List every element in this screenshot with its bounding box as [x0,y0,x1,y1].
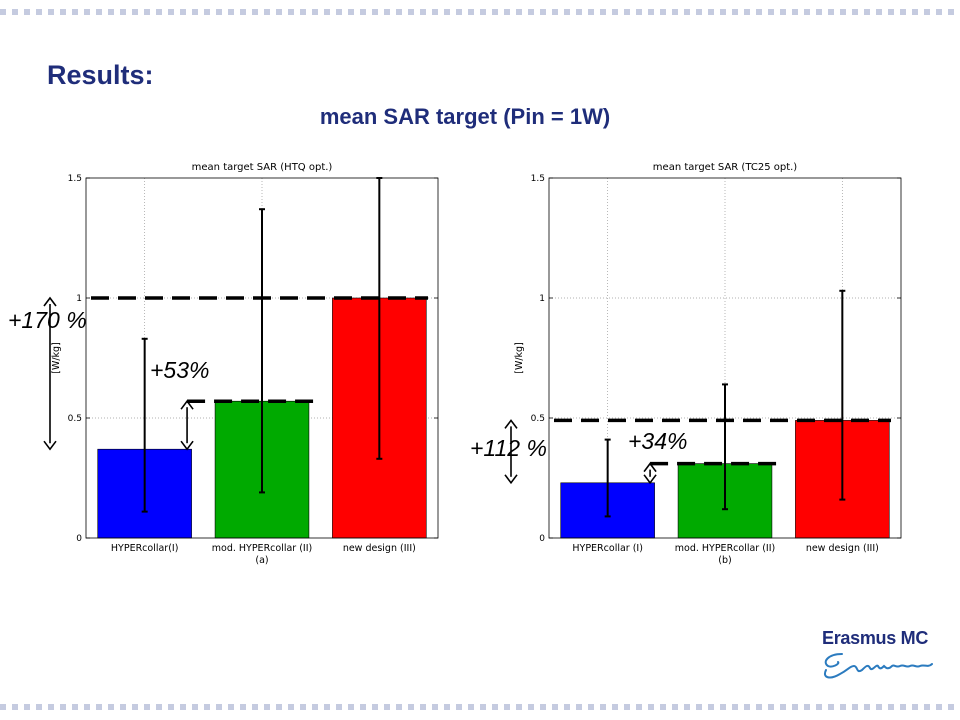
increase-arrow-small-head-bottom [180,440,194,451]
x-category-label: mod. HYPERcollar (II) [212,543,313,554]
logo-signature [824,653,933,679]
y-axis-label: [W/kg] [51,342,62,374]
annotation-increase-b2: +34% [628,428,688,454]
annotation-increase-a1: +170 % [8,307,87,333]
erasmus-mc-logo: Erasmus MC [820,628,940,688]
logo-text: Erasmus MC [822,628,929,648]
x-axis-label: (a) [255,555,268,566]
axes-frame [85,177,439,539]
increase-arrow-small-head-top [643,462,657,473]
increase-arrow-small-head-bottom [643,474,657,485]
y-tick-label: 1.5 [68,174,82,184]
bottom-dotted-border [0,704,960,710]
y-tick-label: 0 [539,534,545,544]
increase-arrow-large-head-top [43,296,57,307]
x-category-label: HYPERcollar(I) [111,543,179,554]
slide-subtitle: mean SAR target (Pin = 1W) [319,104,611,129]
y-tick-label: 1 [76,294,82,304]
y-tick-label: 1 [539,294,545,304]
y-axis-label: [W/kg] [514,342,525,374]
increase-arrow-small-head-top [180,399,194,410]
x-category-label: mod. HYPERcollar (II) [675,543,776,554]
x-category-label: HYPERcollar (I) [572,543,643,554]
annotation-increase-a2: +53% [150,357,210,383]
annotation-increase-b1: +112 % [470,435,547,461]
increase-arrow-large-head-bottom [504,474,518,485]
bar-charts: 0 0.5 1 1.5 HYPERcollar(I) mod. HYPERcollar (… [43,162,902,566]
increase-arrow-large-head-bottom [43,440,57,451]
x-category-label: new design (III) [343,543,416,554]
y-tick-label: 0.5 [68,414,82,424]
y-tick-label: 0 [76,534,82,544]
top-dotted-border [0,9,960,15]
y-tick-label: 0.5 [531,414,545,424]
y-tick-label: 1.5 [531,174,545,184]
increase-arrow-large-head-top [504,419,518,429]
x-category-label: new design (III) [806,543,879,554]
x-axis-label: (b) [718,555,731,566]
slide-title: Results: [47,60,154,90]
axes-frame [548,177,902,539]
panel-title: mean target SAR (TC25 opt.) [653,162,797,173]
panel-title: mean target SAR (HTQ opt.) [192,162,333,173]
